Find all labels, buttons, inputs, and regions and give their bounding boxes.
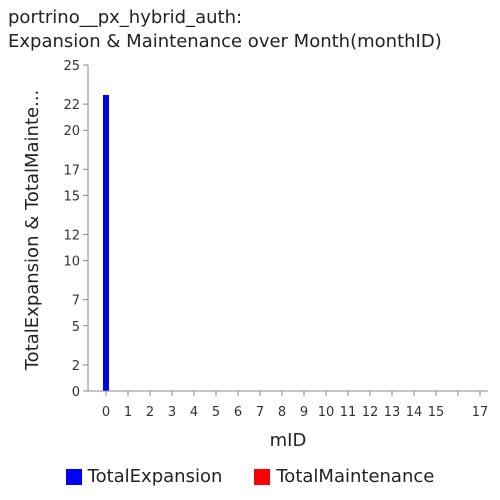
x-tick-label: 13 <box>384 405 401 420</box>
y-tick-label: 12 <box>63 229 80 244</box>
x-tick-label: 4 <box>190 405 198 420</box>
legend-item-expansion[interactable]: TotalExpansion <box>65 465 223 489</box>
y-tick-label: 7 <box>72 294 80 309</box>
y-tick-label: 17 <box>63 163 80 178</box>
x-tick-label: 0 <box>102 405 110 420</box>
y-tick-label: 15 <box>63 189 80 204</box>
x-tick-label: 8 <box>278 405 286 420</box>
bar-totalexpansion-0[interactable] <box>103 94 109 391</box>
y-axis-label: TotalExpansion & TotalMainte... <box>22 90 43 372</box>
x-axis-label: mID <box>270 430 307 451</box>
y-tick-label: 10 <box>63 255 80 270</box>
legend: TotalExpansion TotalMaintenance <box>0 465 500 489</box>
y-tick-label: 2 <box>72 359 80 374</box>
chart-title-line-1: portrino__px_hybrid_auth: <box>8 7 243 28</box>
y-tick-label: 0 <box>72 385 80 400</box>
x-tick-label: 10 <box>318 405 335 420</box>
y-tick-label: 5 <box>72 320 80 335</box>
x-tick-label: 15 <box>428 405 445 420</box>
x-tick-label: 17 <box>472 405 489 420</box>
legend-label-maintenance: TotalMaintenance <box>276 466 435 487</box>
y-tick-label: 25 <box>63 59 80 74</box>
chart-title-line-2: Expansion & Maintenance over Month(month… <box>8 31 442 52</box>
legend-item-maintenance[interactable]: TotalMaintenance <box>254 465 434 489</box>
y-tick-label: 22 <box>63 98 80 113</box>
legend-label-expansion: TotalExpansion <box>87 466 223 487</box>
x-tick-label: 5 <box>212 405 220 420</box>
legend-swatch-expansion <box>65 469 82 485</box>
x-tick-label: 1 <box>124 405 132 420</box>
bars-group <box>103 94 109 391</box>
x-tick-label: 3 <box>168 405 176 420</box>
x-tick-label: 14 <box>406 405 423 420</box>
y-tick-label: 20 <box>63 124 80 139</box>
x-axis-ticks: 0 1 2 3 4 5 6 7 8 9 10 11 12 13 14 15 17 <box>102 391 488 420</box>
chart-title: portrino__px_hybrid_auth: Expansion & Ma… <box>8 6 442 54</box>
x-tick-label: 9 <box>300 405 308 420</box>
x-tick-label: 6 <box>234 405 242 420</box>
x-tick-label: 7 <box>256 405 264 420</box>
x-tick-label: 11 <box>340 405 357 420</box>
legend-swatch-maintenance <box>254 469 271 485</box>
x-tick-label: 12 <box>362 405 379 420</box>
x-tick-label: 2 <box>146 405 154 420</box>
